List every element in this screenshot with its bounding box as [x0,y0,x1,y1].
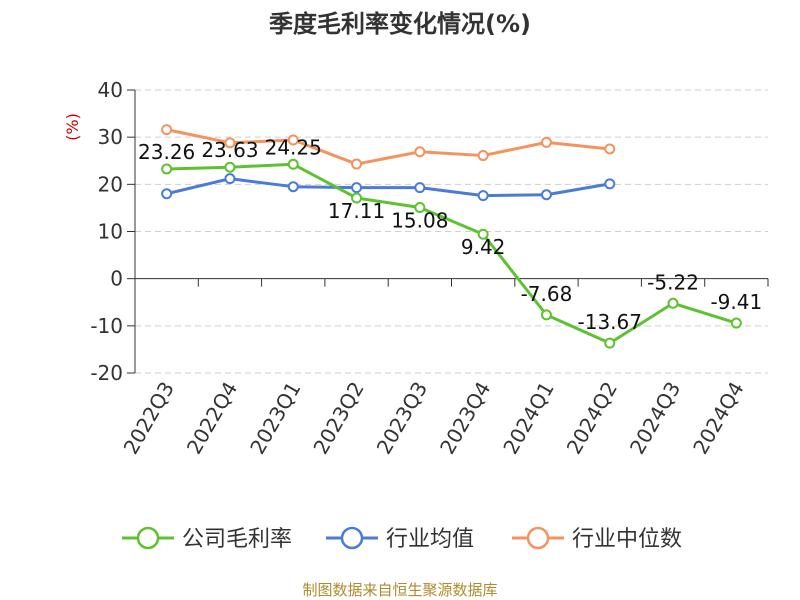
data-label: 17.11 [328,199,385,223]
data-point [351,182,363,194]
data-point [224,161,236,173]
y-tick-label: -20 [90,361,123,385]
data-label: -9.41 [710,290,762,314]
data-point [540,136,552,148]
data-label: -13.67 [578,310,642,334]
legend-swatch-marker [526,526,550,550]
data-label: 9.42 [461,235,506,259]
data-point [351,192,363,204]
data-point [540,189,552,201]
x-tick-label: 2023Q3 [372,378,432,459]
x-tick-label: 2022Q3 [119,378,179,459]
data-point [477,150,489,162]
legend-label: 行业中位数 [572,527,682,552]
data-point [224,137,236,149]
legend-swatch-marker [136,526,160,550]
data-label: -7.68 [521,282,573,306]
series-line [166,177,611,198]
data-point [161,163,173,175]
data-point [604,178,616,190]
data-point [287,181,299,193]
legend-label: 公司毛利率 [182,527,292,552]
data-point [477,228,489,240]
data-point [667,297,679,309]
y-tick-label: 20 [98,172,123,196]
series-line [166,162,737,345]
series [161,124,742,349]
source-note: 制图数据来自恒生聚源数据库 [302,581,497,599]
x-tick-label: 2022Q4 [182,378,242,459]
y-tick-label: 10 [98,220,123,244]
data-label: 15.08 [391,209,448,233]
data-label: 23.63 [201,138,258,162]
data-label: -5.22 [647,270,699,294]
data-point [477,190,489,202]
data-point [287,158,299,170]
y-tick-label: 30 [98,125,123,149]
data-point [224,173,236,185]
data-point [604,143,616,155]
data-label: 23.26 [138,140,195,164]
data-point [351,158,363,170]
x-tick-label: 2024Q1 [498,378,558,459]
legend-swatch-marker [340,526,364,550]
data-label: 24.25 [265,135,322,159]
data-point [730,317,742,329]
data-point [287,134,299,146]
data-point [414,182,426,194]
data-point [540,309,552,321]
x-tick-label: 2023Q2 [308,378,368,459]
x-tick-label: 2024Q4 [688,378,748,459]
grid [135,89,768,374]
series-line [166,128,610,166]
y-axis-unit: (%) [63,113,82,141]
chart-title: 季度毛利率变化情况(%) [269,10,531,38]
y-tick-label: -10 [90,314,123,338]
data-point [414,146,426,158]
data-point [414,202,426,214]
data-point [161,188,173,200]
x-tick-label: 2023Q4 [435,378,495,459]
x-tick-label: 2023Q1 [245,378,305,459]
x-tick-label: 2024Q3 [625,378,685,459]
data-point [161,124,173,136]
y-tick-label: 40 [98,78,123,102]
data-point [604,337,616,349]
data-labels: 23.26 23.63 24.25 17.11 15.08 9.42 -7.68-13.67… [138,135,762,334]
legend: 公司毛利率 行业均值 行业中位数 [122,526,682,552]
x-tick-label: 2024Q2 [562,378,622,459]
y-tick-label: 0 [110,267,123,291]
legend-label: 行业均值 [386,527,474,552]
